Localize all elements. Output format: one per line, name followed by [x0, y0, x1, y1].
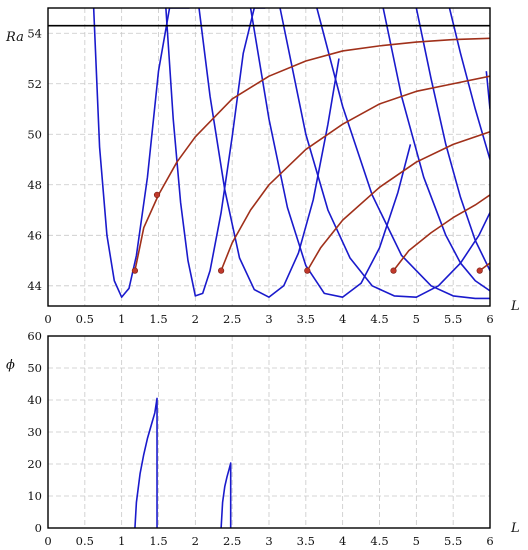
x-tick-label: 3.5	[297, 534, 315, 548]
bifurcation-point-marker	[131, 267, 139, 274]
plot-frame	[47, 7, 491, 307]
neutral-curve-line	[279, 8, 490, 298]
x-tick-label: 0	[44, 312, 51, 326]
x-tick-label: 1	[118, 534, 125, 548]
x-tick-label: 6	[486, 534, 493, 548]
y-tick-label: 40	[27, 393, 42, 407]
y-tick-label: 20	[27, 457, 42, 471]
bifurcation-branch-line	[306, 130, 490, 272]
x-tick-label: 4.5	[370, 312, 388, 326]
x-tick-label: 6	[486, 312, 493, 326]
y-tick-label: 52	[27, 77, 42, 91]
x-tick-label: 4.5	[370, 534, 388, 548]
x-tick-label: 4	[339, 312, 346, 326]
y-tick-label: 10	[27, 489, 42, 503]
x-tick-label: 0	[44, 534, 51, 548]
x-tick-label: 1	[118, 312, 125, 326]
y-axis-label: ϕ	[6, 358, 15, 373]
plot-frame	[47, 335, 491, 529]
x-tick-label: 2.5	[223, 312, 241, 326]
x-tick-label: 0.5	[76, 312, 94, 326]
neutral-curve-line	[249, 8, 412, 298]
plot-area	[48, 8, 490, 300]
bifurcation-point-marker	[390, 267, 397, 274]
y-tick-label: 60	[27, 329, 42, 343]
x-tick-label: 3	[265, 534, 272, 548]
x-tick-label: 1.5	[149, 534, 167, 548]
plot-area	[134, 397, 232, 528]
y-tick-label: 30	[27, 425, 42, 439]
x-axis-label: L	[510, 521, 520, 536]
x-tick-label: 5.5	[444, 534, 462, 548]
bifurcation-branch-line	[220, 75, 490, 271]
y-tick-label: 50	[27, 127, 42, 141]
y-tick-label: 0	[35, 521, 42, 535]
bifurcation-point-marker	[476, 267, 483, 274]
y-tick-label: 54	[27, 26, 42, 40]
y-tick-label: 44	[27, 279, 42, 293]
neutral-curve-line	[92, 8, 190, 298]
x-tick-label: 4	[339, 534, 346, 548]
phi-curve-line	[220, 462, 232, 528]
x-tick-label: 5.5	[444, 312, 462, 326]
x-tick-label: 2	[192, 534, 199, 548]
x-tick-label: 2	[192, 312, 199, 326]
x-tick-label: 0.5	[76, 534, 94, 548]
y-tick-label: 50	[27, 361, 42, 375]
x-axis-label: L	[510, 299, 520, 314]
y-tick-label: 46	[27, 228, 42, 242]
x-tick-label: 5	[413, 312, 420, 326]
neutral-curve-line	[382, 8, 490, 292]
x-tick-label: 1.5	[149, 312, 167, 326]
phi-curve-line	[134, 397, 158, 528]
bifurcation-branch-line	[392, 194, 490, 272]
y-tick-label: 48	[27, 178, 42, 192]
x-tick-label: 3	[265, 312, 272, 326]
y-axis-label: Ra	[5, 30, 24, 45]
bifurcation-point-marker	[218, 267, 225, 274]
neutral-curve-line	[165, 8, 266, 297]
x-tick-label: 2.5	[223, 534, 241, 548]
x-tick-label: 5	[413, 534, 420, 548]
neutral-curve-line	[415, 8, 490, 271]
bifurcation-point-marker	[153, 191, 161, 198]
x-tick-label: 3.5	[297, 312, 315, 326]
bifurcation-point-marker	[304, 267, 311, 274]
